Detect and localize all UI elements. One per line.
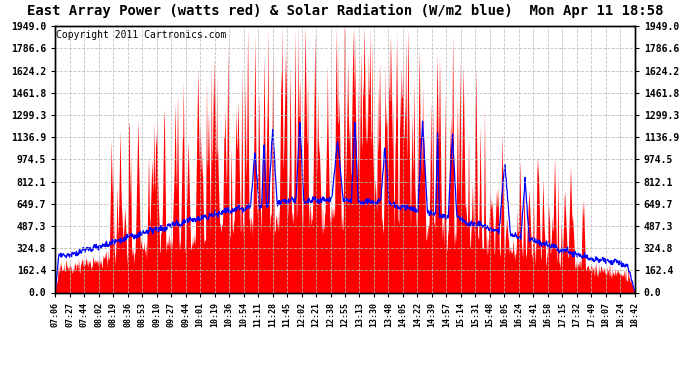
- Text: East Array Power (watts red) & Solar Radiation (W/m2 blue)  Mon Apr 11 18:58: East Array Power (watts red) & Solar Rad…: [27, 4, 663, 18]
- Text: Copyright 2011 Cartronics.com: Copyright 2011 Cartronics.com: [57, 30, 227, 40]
